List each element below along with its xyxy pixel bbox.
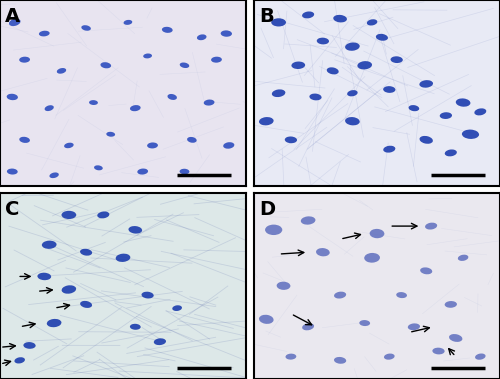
Ellipse shape xyxy=(345,42,360,51)
Text: B: B xyxy=(259,8,274,27)
Ellipse shape xyxy=(80,249,92,256)
Ellipse shape xyxy=(449,334,462,342)
Ellipse shape xyxy=(162,27,172,33)
Ellipse shape xyxy=(138,169,148,175)
Ellipse shape xyxy=(367,19,378,25)
Text: D: D xyxy=(259,200,275,219)
Ellipse shape xyxy=(347,90,358,96)
Ellipse shape xyxy=(384,146,396,153)
Ellipse shape xyxy=(223,142,234,149)
Ellipse shape xyxy=(124,20,132,25)
Ellipse shape xyxy=(276,282,290,290)
Ellipse shape xyxy=(116,254,130,262)
Ellipse shape xyxy=(82,25,91,31)
Ellipse shape xyxy=(334,291,346,299)
Ellipse shape xyxy=(100,62,111,68)
Text: A: A xyxy=(5,8,20,27)
Ellipse shape xyxy=(420,80,433,88)
Ellipse shape xyxy=(197,34,206,40)
Ellipse shape xyxy=(154,338,166,345)
Ellipse shape xyxy=(64,143,74,148)
Ellipse shape xyxy=(376,34,388,41)
Ellipse shape xyxy=(80,301,92,308)
Ellipse shape xyxy=(259,315,274,324)
Ellipse shape xyxy=(334,15,347,22)
Ellipse shape xyxy=(396,292,407,298)
Ellipse shape xyxy=(345,117,360,125)
Ellipse shape xyxy=(285,136,297,143)
Ellipse shape xyxy=(302,11,314,18)
Ellipse shape xyxy=(456,99,470,107)
Ellipse shape xyxy=(425,222,437,230)
Ellipse shape xyxy=(57,68,66,74)
Ellipse shape xyxy=(326,67,338,74)
Text: C: C xyxy=(5,200,20,219)
Ellipse shape xyxy=(14,357,25,363)
Ellipse shape xyxy=(142,292,154,299)
Ellipse shape xyxy=(98,211,110,218)
Ellipse shape xyxy=(204,100,214,106)
Ellipse shape xyxy=(180,169,190,174)
Ellipse shape xyxy=(440,112,452,119)
Ellipse shape xyxy=(50,172,59,178)
Ellipse shape xyxy=(187,137,196,143)
Ellipse shape xyxy=(370,229,384,238)
Ellipse shape xyxy=(172,305,182,311)
Ellipse shape xyxy=(334,357,346,364)
Ellipse shape xyxy=(44,105,54,111)
Ellipse shape xyxy=(364,253,380,263)
Ellipse shape xyxy=(444,301,457,308)
Ellipse shape xyxy=(383,86,396,93)
Ellipse shape xyxy=(220,30,232,37)
Ellipse shape xyxy=(168,94,177,100)
Ellipse shape xyxy=(7,169,18,175)
Ellipse shape xyxy=(24,342,36,349)
Ellipse shape xyxy=(301,216,316,225)
Ellipse shape xyxy=(462,130,479,139)
Ellipse shape xyxy=(475,354,486,360)
Ellipse shape xyxy=(316,248,330,256)
Ellipse shape xyxy=(143,53,152,58)
Ellipse shape xyxy=(390,56,403,63)
Ellipse shape xyxy=(20,137,30,143)
Ellipse shape xyxy=(474,108,486,116)
Ellipse shape xyxy=(19,57,30,63)
Ellipse shape xyxy=(89,100,98,105)
Ellipse shape xyxy=(316,38,329,44)
Ellipse shape xyxy=(38,273,51,280)
Ellipse shape xyxy=(62,211,76,219)
Ellipse shape xyxy=(180,63,190,68)
Ellipse shape xyxy=(147,143,158,149)
Ellipse shape xyxy=(302,323,314,330)
Ellipse shape xyxy=(47,319,62,327)
Ellipse shape xyxy=(130,105,140,111)
Ellipse shape xyxy=(445,149,457,157)
Ellipse shape xyxy=(272,89,285,97)
Ellipse shape xyxy=(211,57,222,63)
Ellipse shape xyxy=(94,165,103,170)
Ellipse shape xyxy=(420,268,432,274)
Ellipse shape xyxy=(106,132,115,137)
Ellipse shape xyxy=(408,323,420,330)
Ellipse shape xyxy=(292,61,305,69)
Ellipse shape xyxy=(259,117,274,125)
Ellipse shape xyxy=(62,285,76,294)
Ellipse shape xyxy=(6,94,18,100)
Ellipse shape xyxy=(458,255,468,261)
Ellipse shape xyxy=(360,320,370,326)
Ellipse shape xyxy=(9,19,20,26)
Ellipse shape xyxy=(265,225,282,235)
Ellipse shape xyxy=(130,324,140,330)
Ellipse shape xyxy=(42,241,56,249)
Ellipse shape xyxy=(432,348,444,354)
Ellipse shape xyxy=(128,226,142,233)
Ellipse shape xyxy=(310,94,322,100)
Ellipse shape xyxy=(39,31,50,36)
Ellipse shape xyxy=(408,105,419,111)
Ellipse shape xyxy=(271,18,286,27)
Ellipse shape xyxy=(286,354,296,360)
Ellipse shape xyxy=(384,354,394,360)
Ellipse shape xyxy=(420,136,433,144)
Ellipse shape xyxy=(358,61,372,69)
